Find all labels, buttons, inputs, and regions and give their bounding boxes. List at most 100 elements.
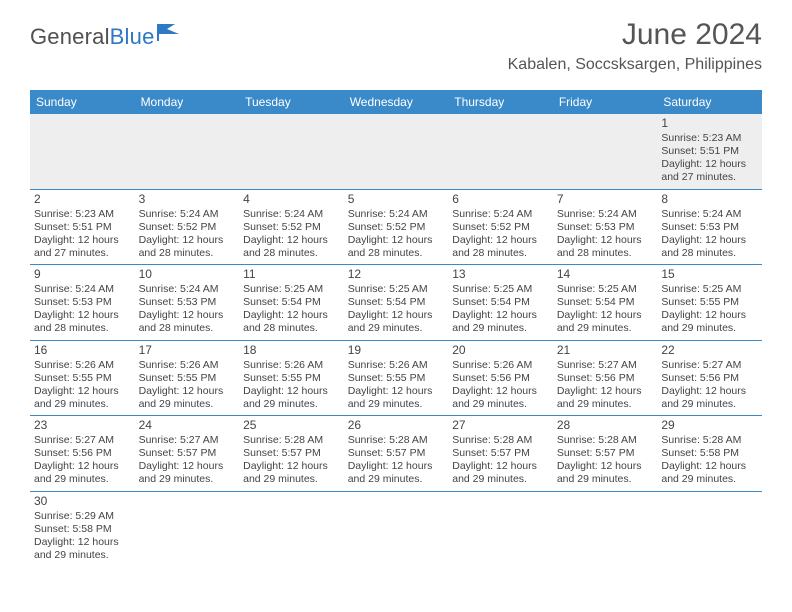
calendar-cell-empty bbox=[135, 114, 240, 189]
calendar-cell: 23Sunrise: 5:27 AMSunset: 5:56 PMDayligh… bbox=[30, 416, 135, 492]
sunrise-text: Sunrise: 5:29 AM bbox=[34, 510, 131, 523]
calendar-cell: 21Sunrise: 5:27 AMSunset: 5:56 PMDayligh… bbox=[553, 340, 658, 416]
daylight-text: and 29 minutes. bbox=[34, 473, 131, 486]
daylight-text: and 29 minutes. bbox=[34, 398, 131, 411]
sunrise-text: Sunrise: 5:24 AM bbox=[139, 208, 236, 221]
sunset-text: Sunset: 5:57 PM bbox=[139, 447, 236, 460]
sunset-text: Sunset: 5:58 PM bbox=[661, 447, 758, 460]
calendar-cell-empty bbox=[448, 114, 553, 189]
daylight-text: and 29 minutes. bbox=[243, 473, 340, 486]
daylight-text: and 29 minutes. bbox=[243, 398, 340, 411]
daylight-text: and 29 minutes. bbox=[34, 549, 131, 562]
calendar-row: 16Sunrise: 5:26 AMSunset: 5:55 PMDayligh… bbox=[30, 340, 762, 416]
calendar-cell: 25Sunrise: 5:28 AMSunset: 5:57 PMDayligh… bbox=[239, 416, 344, 492]
calendar-cell: 13Sunrise: 5:25 AMSunset: 5:54 PMDayligh… bbox=[448, 265, 553, 341]
calendar-cell-empty bbox=[553, 114, 658, 189]
daylight-text: and 29 minutes. bbox=[661, 473, 758, 486]
sunrise-text: Sunrise: 5:25 AM bbox=[557, 283, 654, 296]
sunset-text: Sunset: 5:54 PM bbox=[243, 296, 340, 309]
sunset-text: Sunset: 5:55 PM bbox=[139, 372, 236, 385]
calendar-cell-empty bbox=[553, 491, 658, 566]
sunset-text: Sunset: 5:52 PM bbox=[452, 221, 549, 234]
calendar-cell: 6Sunrise: 5:24 AMSunset: 5:52 PMDaylight… bbox=[448, 189, 553, 265]
calendar-cell-empty bbox=[30, 114, 135, 189]
daylight-text: and 28 minutes. bbox=[661, 247, 758, 260]
sunrise-text: Sunrise: 5:28 AM bbox=[557, 434, 654, 447]
calendar-cell: 18Sunrise: 5:26 AMSunset: 5:55 PMDayligh… bbox=[239, 340, 344, 416]
calendar-cell: 29Sunrise: 5:28 AMSunset: 5:58 PMDayligh… bbox=[657, 416, 762, 492]
sunrise-text: Sunrise: 5:27 AM bbox=[661, 359, 758, 372]
daylight-text: Daylight: 12 hours bbox=[34, 385, 131, 398]
calendar-cell: 5Sunrise: 5:24 AMSunset: 5:52 PMDaylight… bbox=[344, 189, 449, 265]
daylight-text: Daylight: 12 hours bbox=[661, 309, 758, 322]
calendar-cell: 16Sunrise: 5:26 AMSunset: 5:55 PMDayligh… bbox=[30, 340, 135, 416]
sunset-text: Sunset: 5:52 PM bbox=[139, 221, 236, 234]
day-number: 5 bbox=[348, 192, 445, 207]
day-number: 17 bbox=[139, 343, 236, 358]
brand-name-a: General bbox=[30, 24, 110, 49]
sunrise-text: Sunrise: 5:28 AM bbox=[348, 434, 445, 447]
daylight-text: Daylight: 12 hours bbox=[348, 234, 445, 247]
sunrise-text: Sunrise: 5:25 AM bbox=[243, 283, 340, 296]
day-number: 10 bbox=[139, 267, 236, 282]
daylight-text: Daylight: 12 hours bbox=[661, 234, 758, 247]
daylight-text: and 28 minutes. bbox=[452, 247, 549, 260]
sunrise-text: Sunrise: 5:27 AM bbox=[139, 434, 236, 447]
sunset-text: Sunset: 5:52 PM bbox=[243, 221, 340, 234]
calendar-cell: 1Sunrise: 5:23 AMSunset: 5:51 PMDaylight… bbox=[657, 114, 762, 189]
sunset-text: Sunset: 5:54 PM bbox=[557, 296, 654, 309]
calendar-table: SundayMondayTuesdayWednesdayThursdayFrid… bbox=[30, 90, 762, 566]
weekday-header: Sunday bbox=[30, 90, 135, 114]
sunset-text: Sunset: 5:52 PM bbox=[348, 221, 445, 234]
calendar-cell: 22Sunrise: 5:27 AMSunset: 5:56 PMDayligh… bbox=[657, 340, 762, 416]
calendar-cell: 7Sunrise: 5:24 AMSunset: 5:53 PMDaylight… bbox=[553, 189, 658, 265]
daylight-text: Daylight: 12 hours bbox=[139, 385, 236, 398]
weekday-header: Thursday bbox=[448, 90, 553, 114]
calendar-cell-empty bbox=[344, 114, 449, 189]
sunrise-text: Sunrise: 5:24 AM bbox=[34, 283, 131, 296]
daylight-text: and 27 minutes. bbox=[34, 247, 131, 260]
sunrise-text: Sunrise: 5:26 AM bbox=[139, 359, 236, 372]
calendar-cell-empty bbox=[448, 491, 553, 566]
sunset-text: Sunset: 5:57 PM bbox=[557, 447, 654, 460]
day-number: 2 bbox=[34, 192, 131, 207]
sunset-text: Sunset: 5:55 PM bbox=[661, 296, 758, 309]
sunset-text: Sunset: 5:56 PM bbox=[452, 372, 549, 385]
daylight-text: Daylight: 12 hours bbox=[557, 309, 654, 322]
daylight-text: and 29 minutes. bbox=[452, 322, 549, 335]
daylight-text: Daylight: 12 hours bbox=[557, 460, 654, 473]
calendar-row: 1Sunrise: 5:23 AMSunset: 5:51 PMDaylight… bbox=[30, 114, 762, 189]
daylight-text: and 29 minutes. bbox=[661, 322, 758, 335]
daylight-text: Daylight: 12 hours bbox=[661, 460, 758, 473]
sunset-text: Sunset: 5:55 PM bbox=[243, 372, 340, 385]
location: Kabalen, Soccsksargen, Philippines bbox=[508, 56, 762, 74]
sunset-text: Sunset: 5:56 PM bbox=[557, 372, 654, 385]
daylight-text: Daylight: 12 hours bbox=[34, 234, 131, 247]
day-number: 1 bbox=[661, 116, 758, 131]
sunset-text: Sunset: 5:57 PM bbox=[348, 447, 445, 460]
calendar-cell: 2Sunrise: 5:23 AMSunset: 5:51 PMDaylight… bbox=[30, 189, 135, 265]
daylight-text: Daylight: 12 hours bbox=[34, 309, 131, 322]
day-number: 13 bbox=[452, 267, 549, 282]
sunset-text: Sunset: 5:56 PM bbox=[661, 372, 758, 385]
sunrise-text: Sunrise: 5:24 AM bbox=[348, 208, 445, 221]
brand-logo: GeneralBlue bbox=[30, 24, 185, 50]
calendar-cell: 10Sunrise: 5:24 AMSunset: 5:53 PMDayligh… bbox=[135, 265, 240, 341]
daylight-text: Daylight: 12 hours bbox=[139, 460, 236, 473]
sunset-text: Sunset: 5:56 PM bbox=[34, 447, 131, 460]
daylight-text: Daylight: 12 hours bbox=[34, 536, 131, 549]
day-number: 3 bbox=[139, 192, 236, 207]
sunset-text: Sunset: 5:53 PM bbox=[557, 221, 654, 234]
sunset-text: Sunset: 5:57 PM bbox=[243, 447, 340, 460]
sunrise-text: Sunrise: 5:27 AM bbox=[34, 434, 131, 447]
calendar-cell-empty bbox=[135, 491, 240, 566]
calendar-cell-empty bbox=[239, 491, 344, 566]
day-number: 14 bbox=[557, 267, 654, 282]
daylight-text: and 28 minutes. bbox=[34, 322, 131, 335]
title-block: June 2024 Kabalen, Soccsksargen, Philipp… bbox=[508, 18, 762, 74]
calendar-cell-empty bbox=[657, 491, 762, 566]
day-number: 8 bbox=[661, 192, 758, 207]
sunset-text: Sunset: 5:55 PM bbox=[348, 372, 445, 385]
calendar-cell: 24Sunrise: 5:27 AMSunset: 5:57 PMDayligh… bbox=[135, 416, 240, 492]
sunrise-text: Sunrise: 5:24 AM bbox=[243, 208, 340, 221]
